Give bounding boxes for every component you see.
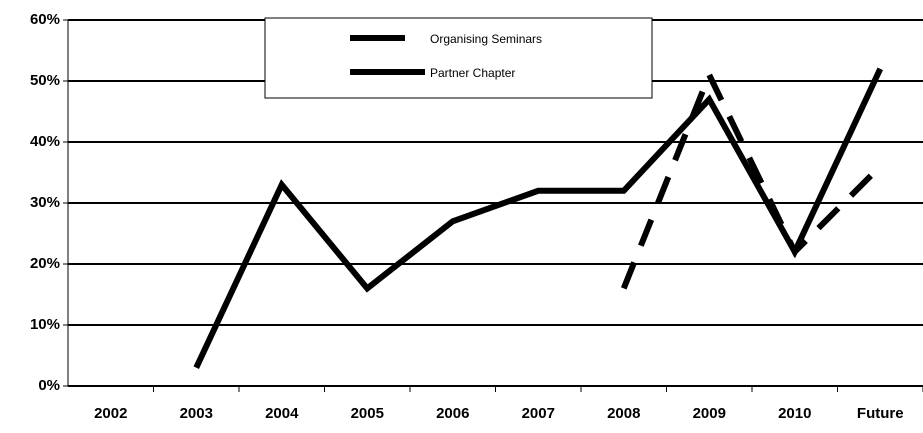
legend-label: Organising Seminars (430, 32, 542, 46)
y-tick-label: 50% (30, 72, 60, 89)
y-tick-label: 60% (30, 11, 60, 28)
x-tick-label: 2003 (180, 405, 213, 422)
x-tick-label: 2008 (607, 405, 640, 422)
y-tick-label: 10% (30, 316, 60, 333)
y-tick-label: 30% (30, 194, 60, 211)
x-tick-label: 2010 (778, 405, 811, 422)
series-line (193, 67, 883, 369)
y-tick-label: 0% (38, 377, 60, 394)
legend-label: Partner Chapter (430, 66, 515, 80)
x-tick-label: 2007 (522, 405, 555, 422)
x-tick-label: Future (857, 405, 904, 422)
lines (193, 67, 883, 369)
x-tick-label: 2009 (693, 405, 726, 422)
y-tick-label: 40% (30, 133, 60, 150)
x-tick-label: 2006 (436, 405, 469, 422)
x-tick-label: 2002 (94, 405, 127, 422)
y-tick-label: 20% (30, 255, 60, 272)
legend-box (264, 17, 653, 99)
x-tick-label: 2004 (265, 405, 299, 422)
series-line (620, 67, 883, 290)
x-tick-label: 2005 (351, 405, 384, 422)
